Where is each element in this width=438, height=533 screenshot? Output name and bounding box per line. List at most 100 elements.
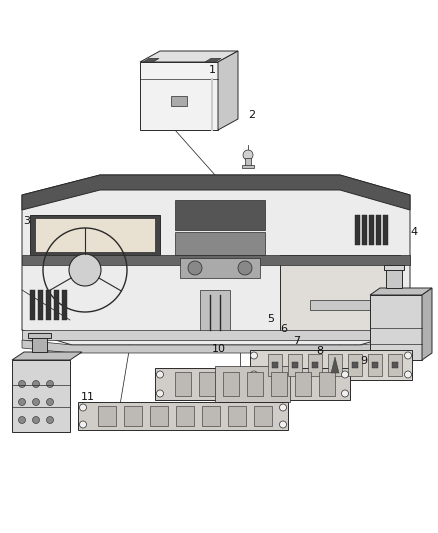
- Polygon shape: [140, 51, 238, 62]
- Circle shape: [46, 399, 53, 406]
- Polygon shape: [78, 402, 288, 430]
- Polygon shape: [143, 59, 159, 62]
- Polygon shape: [328, 354, 342, 376]
- Polygon shape: [28, 333, 51, 338]
- Circle shape: [18, 416, 25, 424]
- Polygon shape: [319, 372, 335, 396]
- Polygon shape: [199, 372, 215, 396]
- Circle shape: [46, 416, 53, 424]
- Polygon shape: [242, 165, 254, 168]
- Polygon shape: [176, 406, 194, 426]
- Polygon shape: [12, 352, 82, 360]
- Polygon shape: [228, 406, 246, 426]
- Circle shape: [405, 352, 411, 359]
- Circle shape: [405, 371, 411, 378]
- Polygon shape: [38, 290, 43, 320]
- Polygon shape: [392, 362, 398, 368]
- Text: 8: 8: [316, 346, 323, 356]
- Circle shape: [238, 261, 252, 275]
- Circle shape: [80, 404, 86, 411]
- Polygon shape: [312, 362, 318, 368]
- Circle shape: [156, 390, 163, 397]
- Text: 2: 2: [248, 110, 255, 119]
- Polygon shape: [370, 295, 422, 360]
- Polygon shape: [22, 255, 410, 265]
- Polygon shape: [348, 354, 362, 376]
- Polygon shape: [383, 215, 388, 245]
- Polygon shape: [54, 290, 59, 320]
- Polygon shape: [46, 290, 51, 320]
- Text: 5: 5: [267, 314, 274, 324]
- Polygon shape: [155, 368, 350, 400]
- Polygon shape: [22, 175, 410, 210]
- Polygon shape: [62, 290, 67, 320]
- Text: 1: 1: [209, 66, 216, 75]
- Polygon shape: [352, 362, 358, 368]
- Polygon shape: [288, 354, 302, 376]
- Polygon shape: [171, 96, 187, 106]
- Circle shape: [279, 404, 286, 411]
- Polygon shape: [368, 354, 382, 376]
- Polygon shape: [205, 59, 221, 62]
- Polygon shape: [140, 62, 218, 130]
- Circle shape: [18, 381, 25, 387]
- Circle shape: [32, 381, 39, 387]
- Polygon shape: [370, 288, 432, 295]
- Circle shape: [243, 150, 253, 160]
- Polygon shape: [310, 300, 370, 310]
- Text: 11: 11: [81, 392, 95, 402]
- Circle shape: [251, 371, 258, 378]
- Circle shape: [32, 416, 39, 424]
- Polygon shape: [223, 372, 239, 396]
- Polygon shape: [215, 366, 290, 402]
- Polygon shape: [22, 340, 410, 353]
- Polygon shape: [308, 354, 322, 376]
- Polygon shape: [280, 255, 400, 335]
- Polygon shape: [22, 330, 410, 340]
- Circle shape: [32, 399, 39, 406]
- Polygon shape: [180, 258, 260, 278]
- Polygon shape: [175, 232, 265, 255]
- Polygon shape: [150, 406, 168, 426]
- Polygon shape: [200, 290, 230, 335]
- Circle shape: [342, 371, 349, 378]
- Polygon shape: [422, 288, 432, 360]
- Polygon shape: [175, 200, 265, 230]
- Polygon shape: [369, 215, 374, 245]
- Polygon shape: [272, 362, 278, 368]
- Polygon shape: [388, 354, 402, 376]
- Polygon shape: [22, 175, 410, 345]
- Polygon shape: [218, 51, 238, 130]
- Polygon shape: [124, 406, 142, 426]
- Circle shape: [18, 399, 25, 406]
- Polygon shape: [12, 360, 70, 432]
- Circle shape: [69, 254, 101, 286]
- Text: 4: 4: [410, 227, 417, 237]
- Polygon shape: [35, 218, 155, 252]
- Text: 7: 7: [293, 336, 300, 346]
- Text: 6: 6: [280, 325, 287, 334]
- Text: 9: 9: [360, 357, 367, 366]
- Polygon shape: [268, 354, 282, 376]
- Circle shape: [46, 381, 53, 387]
- Polygon shape: [175, 372, 191, 396]
- Polygon shape: [362, 215, 367, 245]
- Circle shape: [342, 390, 349, 397]
- Polygon shape: [32, 338, 47, 352]
- Polygon shape: [384, 265, 404, 270]
- Polygon shape: [254, 406, 272, 426]
- Text: 10: 10: [212, 344, 226, 354]
- Polygon shape: [292, 362, 298, 368]
- Polygon shape: [250, 350, 412, 380]
- Circle shape: [80, 421, 86, 428]
- Polygon shape: [202, 406, 220, 426]
- Polygon shape: [98, 406, 116, 426]
- Polygon shape: [355, 215, 360, 245]
- Polygon shape: [372, 362, 378, 368]
- Polygon shape: [245, 158, 251, 166]
- Polygon shape: [271, 372, 287, 396]
- Text: 3: 3: [24, 216, 31, 226]
- Polygon shape: [386, 270, 402, 288]
- Polygon shape: [30, 290, 35, 320]
- Polygon shape: [376, 215, 381, 245]
